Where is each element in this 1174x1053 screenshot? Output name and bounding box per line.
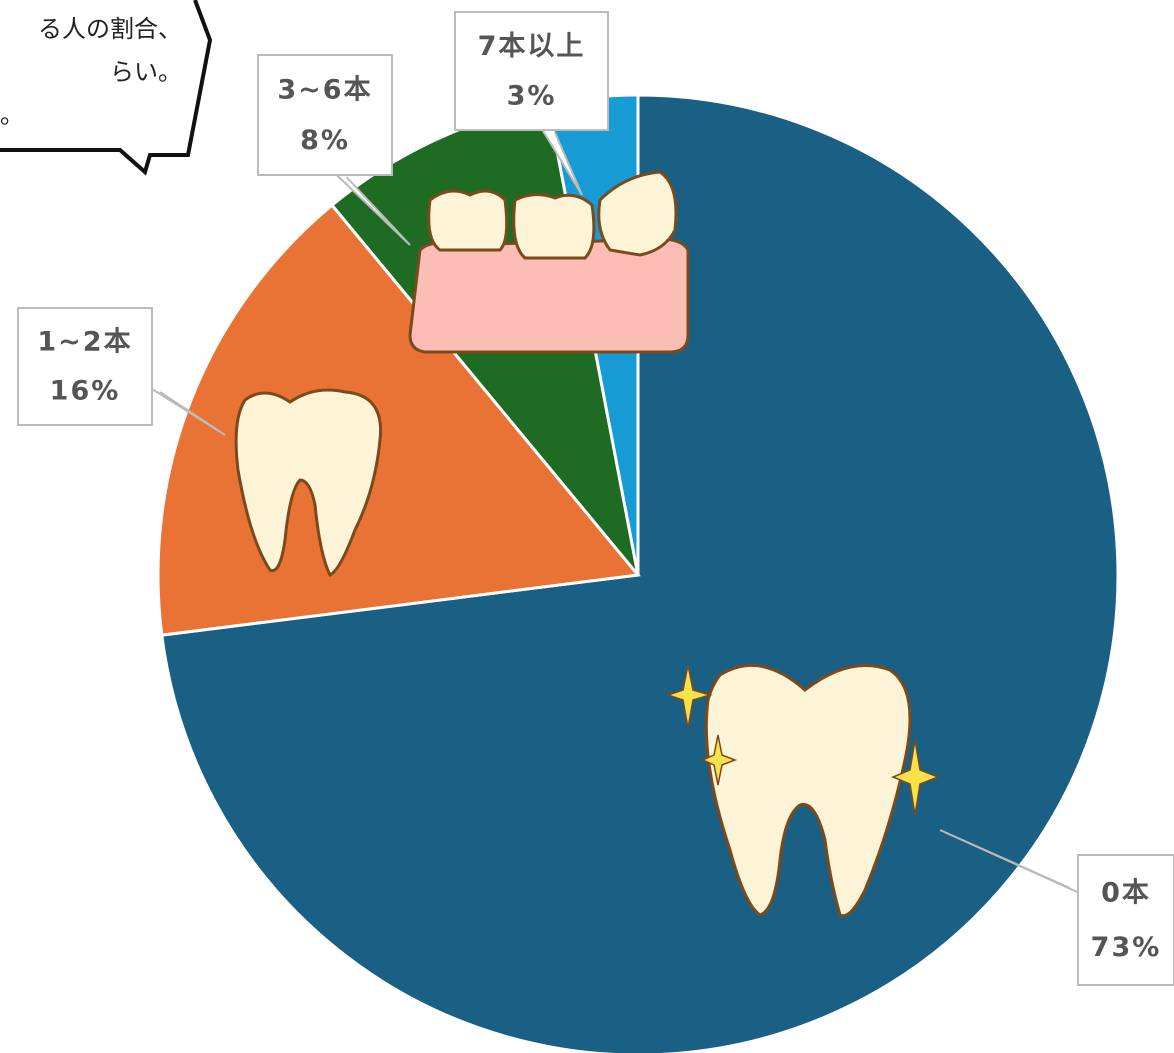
value-label: 8%: [300, 125, 350, 156]
note-line: る人の割合、: [38, 15, 182, 43]
label-box: [455, 12, 608, 130]
value-label: 16%: [50, 376, 121, 407]
category-label: 1~2本: [37, 327, 132, 358]
category-label: 0本: [1101, 878, 1151, 909]
label-box: [18, 308, 152, 425]
category-label: 3~6本: [277, 75, 372, 106]
note-line: らい。: [110, 58, 182, 86]
label-box: [1078, 855, 1174, 985]
value-label: 73%: [1091, 932, 1162, 963]
note-line: 。: [0, 101, 24, 129]
category-label: 7本以上: [478, 31, 586, 62]
speech-bubble: る人の割合、 らい。 。: [0, 0, 210, 172]
label-box: [258, 55, 392, 175]
chart: る人の割合、 らい。 。 0本 73% 1~2本 16% 3~6本 8% 7本以上 3%: [0, 0, 1174, 1053]
page: {"chart_data": {"type": "pie", "categori…: [0, 0, 1174, 1053]
value-label: 3%: [507, 80, 557, 111]
